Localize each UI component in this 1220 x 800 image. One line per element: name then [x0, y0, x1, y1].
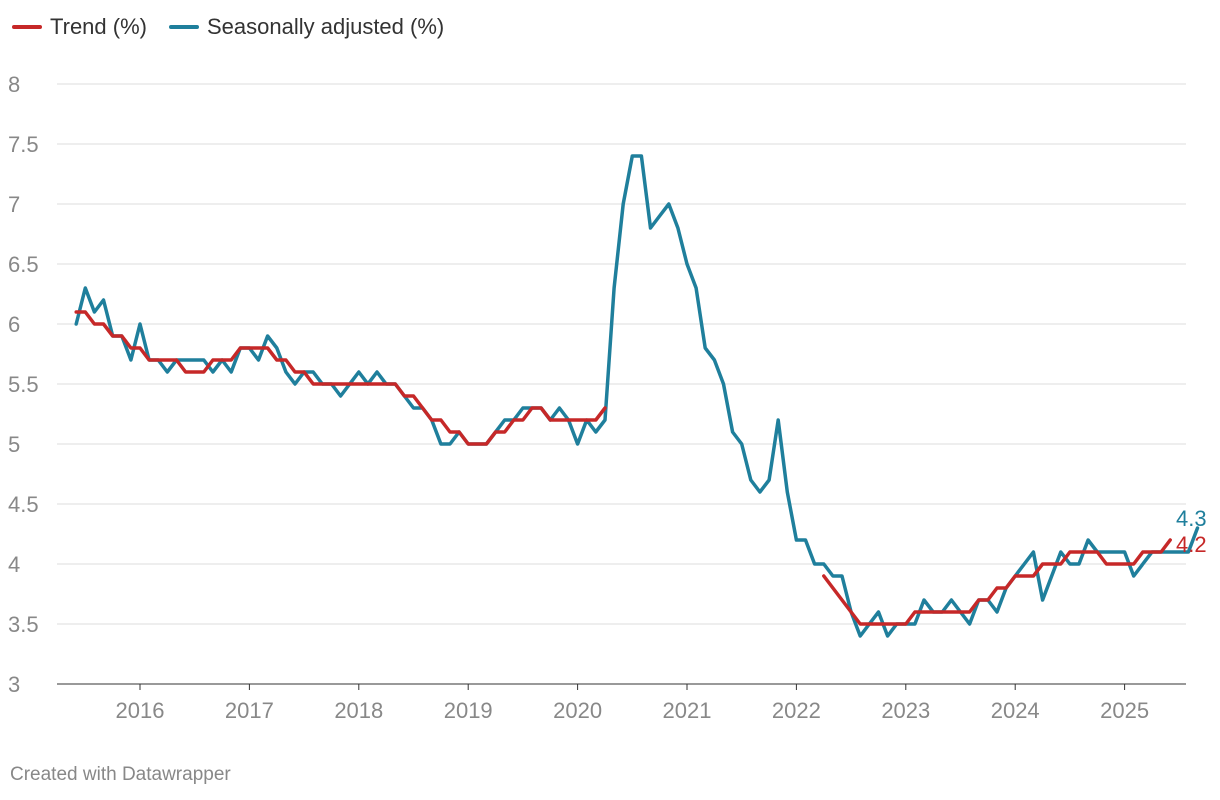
x-tick-label: 2020 — [553, 698, 602, 723]
y-tick-label: 8 — [8, 72, 20, 97]
x-tick-label: 2025 — [1100, 698, 1149, 723]
x-tick-label: 2019 — [444, 698, 493, 723]
x-tick-label: 2018 — [334, 698, 383, 723]
y-tick-label: 5 — [8, 432, 20, 457]
y-tick-label: 5.5 — [8, 372, 39, 397]
end-label-trend: 4.2 — [1176, 532, 1207, 557]
series-line-trend — [74, 310, 607, 446]
end-label-seasonally-adjusted: 4.3 — [1176, 506, 1207, 531]
legend-swatch-seasonally-adjusted — [168, 25, 199, 29]
legend-label-trend: Trend (%) — [50, 14, 147, 39]
footer-credit: Created with Datawrapper — [10, 764, 231, 785]
chart-legend: Trend (%) Seasonally adjusted (%) — [12, 14, 466, 40]
x-tick-label: 2022 — [772, 698, 821, 723]
x-tick-label: 2021 — [663, 698, 712, 723]
legend-item-trend: Trend (%) — [12, 14, 147, 40]
y-tick-label: 7 — [8, 192, 20, 217]
x-tick-label: 2024 — [991, 698, 1040, 723]
legend-label-seasonally-adjusted: Seasonally adjusted (%) — [206, 14, 445, 39]
x-tick-label: 2017 — [225, 698, 274, 723]
x-tick-label: 2023 — [881, 698, 930, 723]
y-tick-label: 4 — [8, 552, 20, 577]
x-tick-label: 2016 — [116, 698, 165, 723]
y-tick-label: 3 — [8, 672, 20, 697]
y-tick-label: 6.5 — [8, 252, 39, 277]
series-line-trend — [822, 538, 1172, 626]
y-tick-label: 3.5 — [8, 612, 39, 637]
legend-item-seasonally-adjusted: Seasonally adjusted (%) — [168, 14, 445, 40]
y-tick-label: 4.5 — [8, 492, 39, 517]
y-tick-label: 6 — [8, 312, 20, 337]
line-chart: 3 3.5 4 4.5 5 5.5 6 6.5 7 7.5 8 2016 2017 2018 2019 202… — [8, 72, 1207, 723]
legend-swatch-trend — [12, 25, 42, 29]
y-tick-label: 7.5 — [8, 132, 39, 157]
